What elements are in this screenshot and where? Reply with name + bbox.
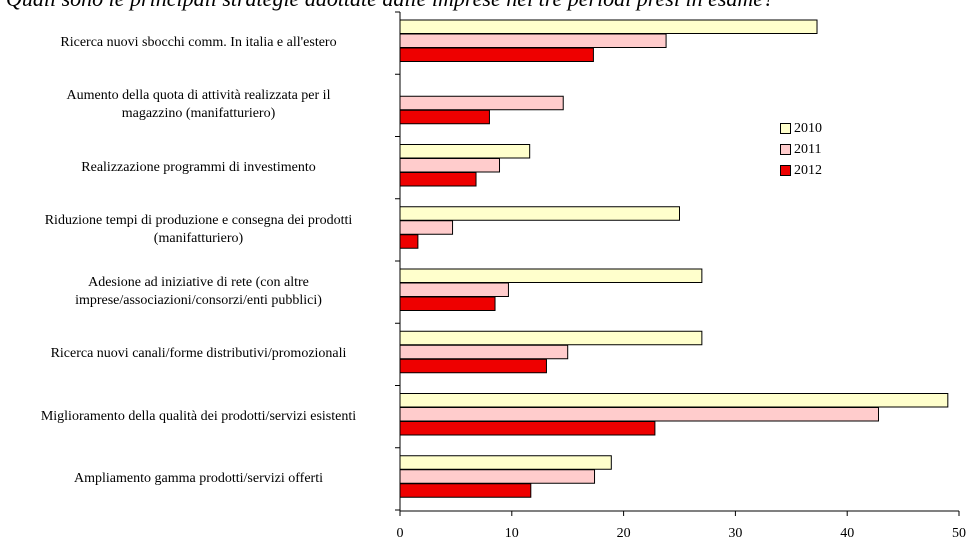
category-label-line: Aumento della quota di attività realizza…: [66, 88, 331, 104]
x-tick-label-40: 40: [840, 526, 855, 541]
legend-item-2011: 2011: [780, 139, 822, 160]
x-tick-label-0: 0: [396, 526, 404, 541]
bar-2010-6: [399, 393, 949, 408]
page-title: Quali sono le principali strategie adott…: [6, 0, 774, 12]
bar-2011-0: [399, 33, 667, 48]
bar-2012-3: [399, 234, 419, 249]
category-label-line: Miglioramento della qualità dei prodotti…: [40, 408, 357, 424]
category-label-6: Miglioramento della qualità dei prodotti…: [6, 408, 391, 426]
bar-2011-6: [399, 407, 880, 422]
bar-2012-7: [399, 483, 532, 498]
bar-2012-0: [399, 47, 594, 62]
category-label-2: Realizzazione programmi di investimento: [6, 159, 391, 177]
category-label-4: Adesione ad iniziative di rete (con altr…: [6, 274, 391, 310]
legend-swatch: [780, 144, 791, 155]
bar-2011-7: [399, 469, 596, 484]
category-label-line: Ampliamento gamma prodotti/servizi offer…: [74, 470, 323, 486]
legend-item-2010: 2010: [780, 118, 822, 139]
legend-swatch: [780, 165, 791, 176]
category-label-line: Ricerca nuovi canali/forme distributivi/…: [50, 346, 347, 362]
bar-2010-3: [399, 206, 680, 221]
category-label-line: (manifatturiero): [153, 230, 244, 246]
x-tick-label-20: 20: [616, 526, 631, 541]
category-label-line: Riduzione tempi di produzione e consegna…: [44, 212, 353, 228]
category-label-1: Aumento della quota di attività realizza…: [6, 87, 391, 123]
bar-2011-4: [399, 282, 509, 297]
x-tick-label-30: 30: [728, 526, 743, 541]
legend-label: 2011: [794, 141, 822, 157]
legend-item-2012: 2012: [780, 160, 822, 181]
category-label-line: Adesione ad iniziative di rete (con altr…: [88, 275, 309, 291]
bar-2010-2: [399, 144, 531, 159]
bar-2012-4: [399, 296, 496, 311]
bar-2012-5: [399, 358, 547, 374]
bar-2012-2: [399, 172, 477, 187]
category-label-line: Realizzazione programmi di investimento: [81, 159, 316, 175]
bar-2011-3: [399, 220, 454, 235]
legend: 2010 2011 2012: [780, 118, 822, 181]
x-tick-label-50: 50: [952, 526, 966, 541]
bar-2012-1: [399, 109, 490, 125]
bar-2011-5: [399, 344, 569, 360]
legend-label: 2012: [794, 162, 822, 178]
bar-2011-1: [399, 95, 564, 111]
bar-2010-7: [399, 455, 612, 470]
category-label-0: Ricerca nuovi sbocchi comm. In italia e …: [6, 34, 391, 52]
category-label-line: imprese/associazioni/consorzi/enti pubbl…: [75, 293, 322, 309]
bar-2012-6: [399, 421, 656, 436]
bar-2010-4: [399, 268, 703, 283]
bar-2011-2: [399, 158, 501, 173]
bar-2010-0: [399, 19, 818, 34]
x-tick-label-10: 10: [504, 526, 519, 541]
category-label-3: Riduzione tempi di produzione e consegna…: [6, 212, 391, 248]
category-label-line: Ricerca nuovi sbocchi comm. In italia e …: [60, 35, 337, 51]
category-label-line: magazzino (manifatturiero): [121, 106, 276, 122]
bar-2010-5: [399, 330, 703, 346]
legend-label: 2010: [794, 120, 822, 136]
legend-swatch: [780, 123, 791, 134]
category-label-5: Ricerca nuovi canali/forme distributivi/…: [6, 345, 391, 363]
category-label-7: Ampliamento gamma prodotti/servizi offer…: [6, 470, 391, 488]
